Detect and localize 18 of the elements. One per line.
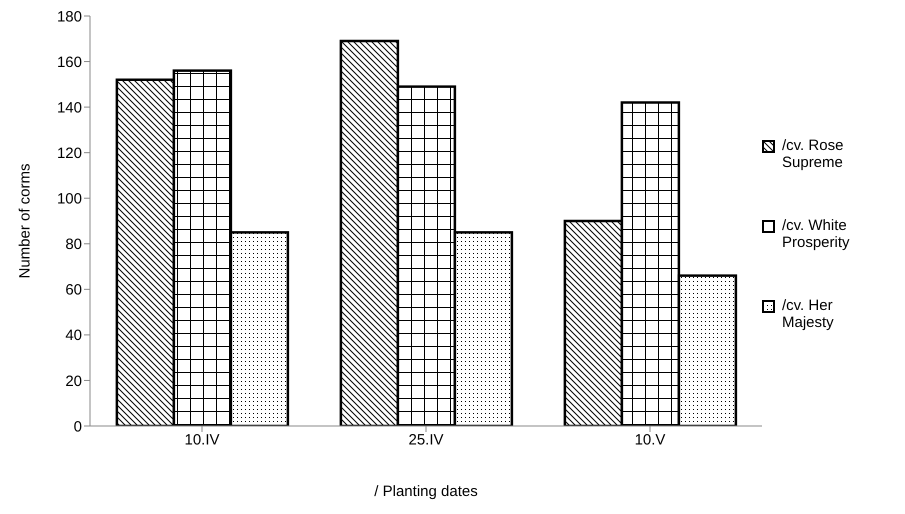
y-tick-label: 20 (65, 372, 82, 390)
x-tick-label: 10.IV (184, 432, 220, 449)
y-tick-label: 60 (65, 282, 82, 299)
y-axis-title: Number of corms (16, 163, 34, 279)
legend-label: /cv. White Prosperity (782, 217, 851, 251)
y-tick-label: 120 (56, 144, 82, 162)
y-tick-label: 100 (56, 190, 82, 208)
y-tick-label: 80 (65, 236, 82, 254)
y-tick-label: 140 (56, 99, 82, 116)
legend-label: /cv. Her Majesty (782, 297, 835, 331)
x-tick-label: 10.V (634, 432, 666, 449)
y-tick-label: 0 (74, 418, 82, 436)
y-tick-label: 180 (56, 8, 82, 26)
legend-label: /cv. Rose Supreme (782, 137, 844, 171)
y-tick-label: 160 (56, 54, 82, 71)
x-tick-label: 25.IV (408, 432, 444, 449)
x-axis-title: / Planting dates (374, 483, 478, 500)
y-tick-label: 40 (65, 327, 82, 344)
